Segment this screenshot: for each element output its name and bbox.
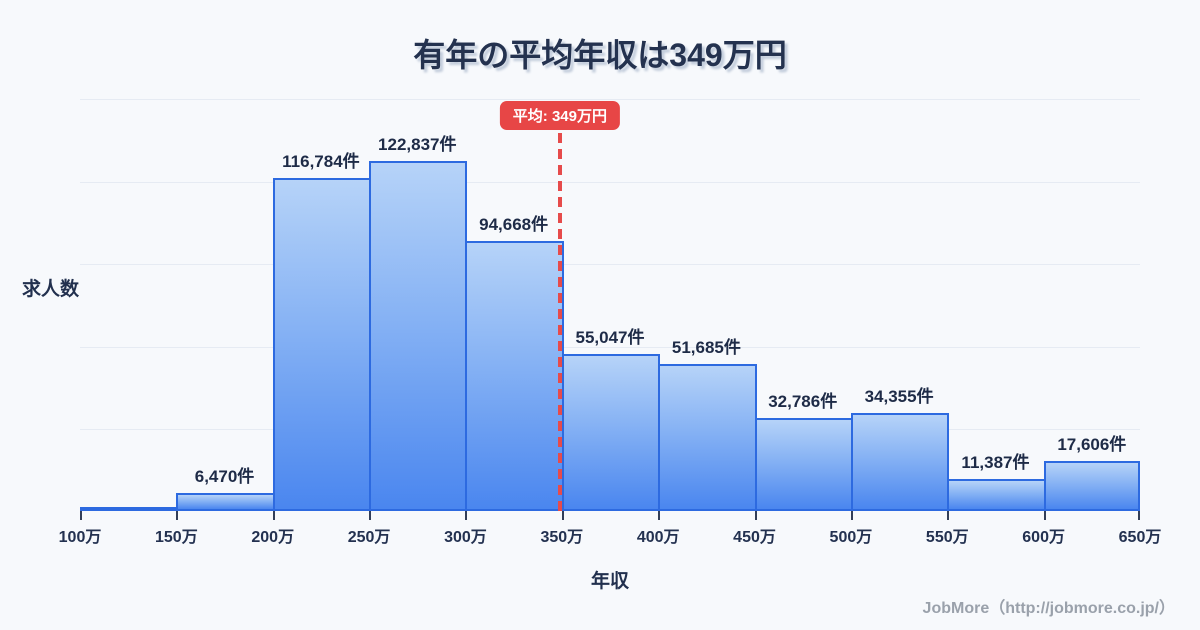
x-axis-tick	[1138, 510, 1140, 520]
bar-value-label: 51,685件	[671, 338, 741, 357]
histogram-bar	[272, 178, 372, 511]
gridline	[80, 99, 1140, 100]
bar-value-label: 34,355件	[864, 387, 934, 406]
x-axis-tick	[272, 510, 275, 520]
bar-value-label: 17,606件	[1057, 435, 1127, 454]
histogram-bar	[658, 364, 757, 511]
x-axis-tick	[80, 510, 82, 520]
gridline	[80, 346, 1140, 348]
x-axis-tick	[658, 510, 661, 520]
plot-area: 平均: 349万円 6,470件 116,784件 122,837件 94,668件 5…	[59, 99, 1161, 546]
bar-value-label: 55,047件	[575, 328, 645, 347]
x-axis-tick-label: 500万	[829, 529, 873, 546]
x-axis-tick-label: 200万	[251, 529, 295, 546]
gridline	[80, 181, 1140, 183]
histogram-bar	[850, 413, 950, 511]
x-axis-tick-label: 600万	[1022, 529, 1065, 546]
footer-credit: JobMore（http://jobmore.co.jp/）	[922, 600, 1175, 617]
bar-value-label: 122,837件	[378, 135, 457, 154]
bar-value-label: 94,668件	[479, 215, 549, 234]
histogram-bar	[80, 507, 179, 511]
gridline	[80, 264, 1140, 265]
histogram-bar	[561, 354, 661, 511]
histogram-bar	[176, 493, 275, 511]
x-axis-tick	[1043, 510, 1046, 520]
histogram-bar	[1043, 461, 1140, 511]
x-axis-tick-label: 300万	[444, 529, 487, 546]
x-axis-tick-label: 100万	[58, 529, 102, 546]
histogram-bar	[465, 241, 564, 511]
average-line	[557, 133, 562, 517]
average-badge: 平均: 349万円	[499, 101, 620, 130]
x-axis-tick-label: 400万	[636, 529, 680, 546]
x-axis-tick-label: 150万	[155, 529, 198, 546]
bar-value-label: 6,470件	[194, 467, 255, 486]
x-axis-tick	[754, 510, 757, 520]
x-axis-tick	[176, 510, 179, 520]
x-axis-label: 年収	[590, 571, 629, 592]
y-axis-label: 求人数	[22, 279, 80, 300]
x-axis-tick-label: 350万	[540, 529, 584, 546]
chart-title: 有年の平均年収は349万円	[413, 37, 787, 73]
x-axis-tick	[561, 510, 564, 520]
histogram-bar	[947, 479, 1046, 511]
histogram-bar	[754, 418, 853, 511]
bar-value-label: 116,784件	[282, 152, 360, 171]
histogram-bar	[369, 161, 468, 511]
x-axis-tick	[369, 510, 372, 520]
x-axis-tick	[850, 510, 853, 520]
x-axis-tick-label: 450万	[733, 529, 776, 546]
bar-value-label: 11,387件	[961, 453, 1030, 472]
bar-value-label: 32,786件	[768, 392, 838, 411]
x-axis-tick-label: 650万	[1118, 529, 1162, 546]
x-axis-tick	[465, 510, 468, 520]
x-axis-tick-label: 550万	[925, 529, 969, 546]
x-axis-tick	[947, 510, 950, 520]
x-axis-tick-label: 250万	[347, 529, 391, 546]
